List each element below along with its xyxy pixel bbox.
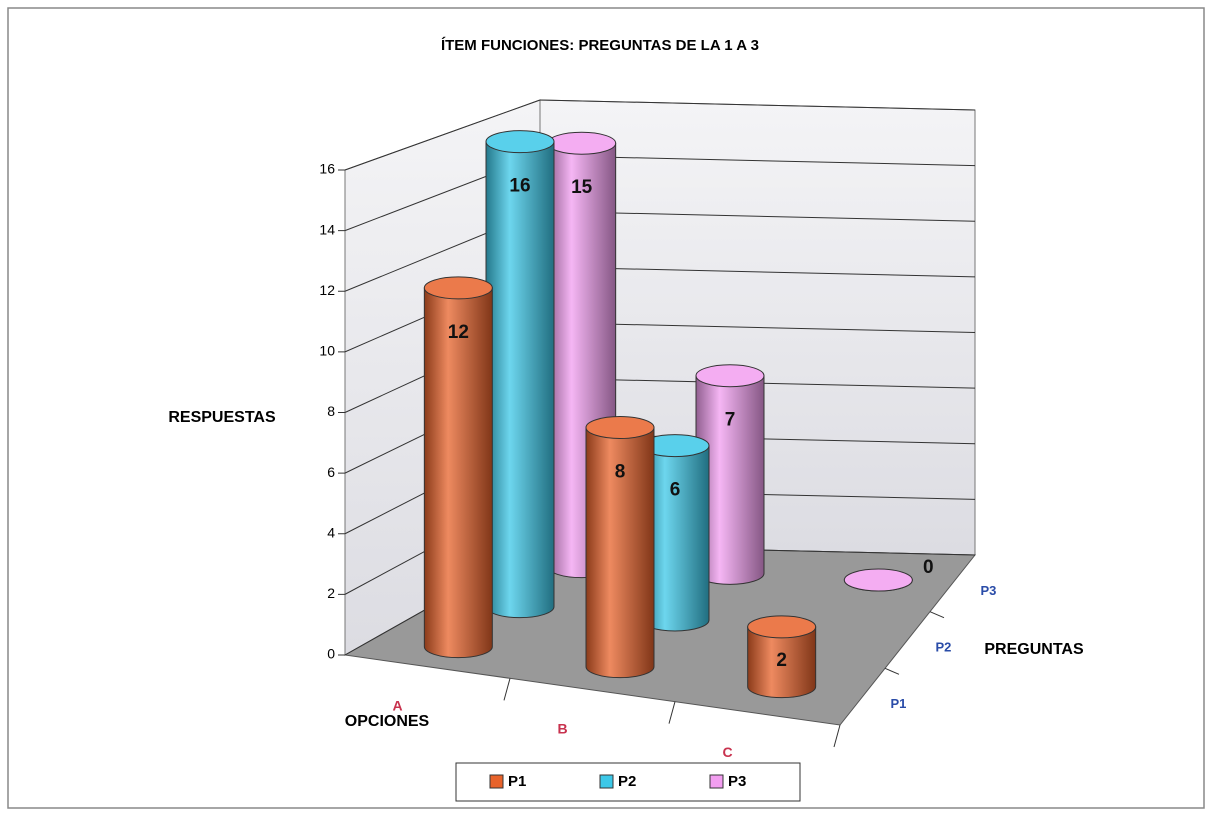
x-tick-label: B (557, 721, 567, 737)
z-tick (884, 667, 900, 675)
cylinder-top (547, 131, 617, 155)
cylinder: 8 (585, 416, 655, 679)
y-tick-label: 14 (319, 221, 335, 237)
data-label: 7 (725, 410, 736, 431)
y-tick-label: 10 (319, 343, 335, 359)
x-tick-label: A (392, 697, 402, 713)
legend-label: P2 (618, 773, 636, 790)
cylinder: 16 (485, 130, 555, 619)
y-tick-label: 8 (327, 403, 335, 419)
legend: P1 P2 P3 (489, 773, 746, 790)
legend-swatch (709, 774, 724, 789)
data-label: 6 (670, 480, 681, 501)
data-label: 0 (923, 557, 934, 578)
cylinder: 12 (423, 276, 493, 659)
cylinder-top (747, 615, 817, 639)
labels: 0 2 4 6 8 10 12 14 16 A B C P1 P2 P3 (319, 161, 996, 760)
y-tick-label: 6 (327, 464, 335, 480)
y-tick-label: 12 (319, 282, 335, 298)
legend-swatch (489, 774, 504, 789)
z-tick-label: P3 (981, 583, 997, 598)
data-label: 2 (776, 650, 787, 671)
grid-line (539, 99, 976, 111)
y-tick-label: 16 (319, 161, 335, 177)
x-axis-title: OPCIONES (345, 713, 430, 730)
marks: 15 7 0 16 6 12 8 2 (423, 130, 934, 699)
x-tick (503, 678, 511, 701)
z-tick-label: P2 (936, 639, 952, 654)
cylinder-top (695, 364, 765, 388)
x-tick (833, 724, 841, 748)
chart-title: ÍTEM FUNCIONES: PREGUNTAS DE LA 1 A 3 (441, 37, 759, 54)
legend-box (455, 762, 801, 802)
cylinder-body (747, 626, 817, 699)
data-label: 12 (448, 322, 469, 343)
y-tick-label: 4 (327, 524, 335, 540)
z-tick-label: P1 (891, 696, 907, 711)
cylinder-body (585, 427, 655, 679)
cylinder-top (843, 568, 913, 592)
data-label: 8 (615, 462, 626, 483)
cylinder-top (585, 416, 655, 439)
data-label: 15 (571, 177, 593, 198)
cylinder-body (485, 141, 555, 619)
z-tick (929, 611, 945, 619)
cylinder: 2 (747, 615, 817, 699)
legend-label: P1 (508, 773, 526, 790)
x-tick (668, 701, 676, 724)
cylinder-body (423, 287, 493, 659)
legend-label: P3 (728, 773, 746, 790)
cylinder-top (423, 276, 493, 300)
y-tick-label: 2 (327, 585, 335, 601)
cylinder: 7 (695, 364, 765, 585)
z-axis-title: PREGUNTAS (984, 641, 1084, 658)
cylinder: 0 (843, 557, 934, 592)
data-label: 16 (509, 176, 530, 197)
cylinder-top (485, 130, 555, 154)
grid-line (344, 99, 541, 171)
legend-swatch (599, 774, 614, 789)
y-axis-title: RESPUESTAS (168, 409, 276, 426)
y-tick-label: 0 (327, 646, 335, 662)
x-tick-label: C (722, 744, 732, 760)
